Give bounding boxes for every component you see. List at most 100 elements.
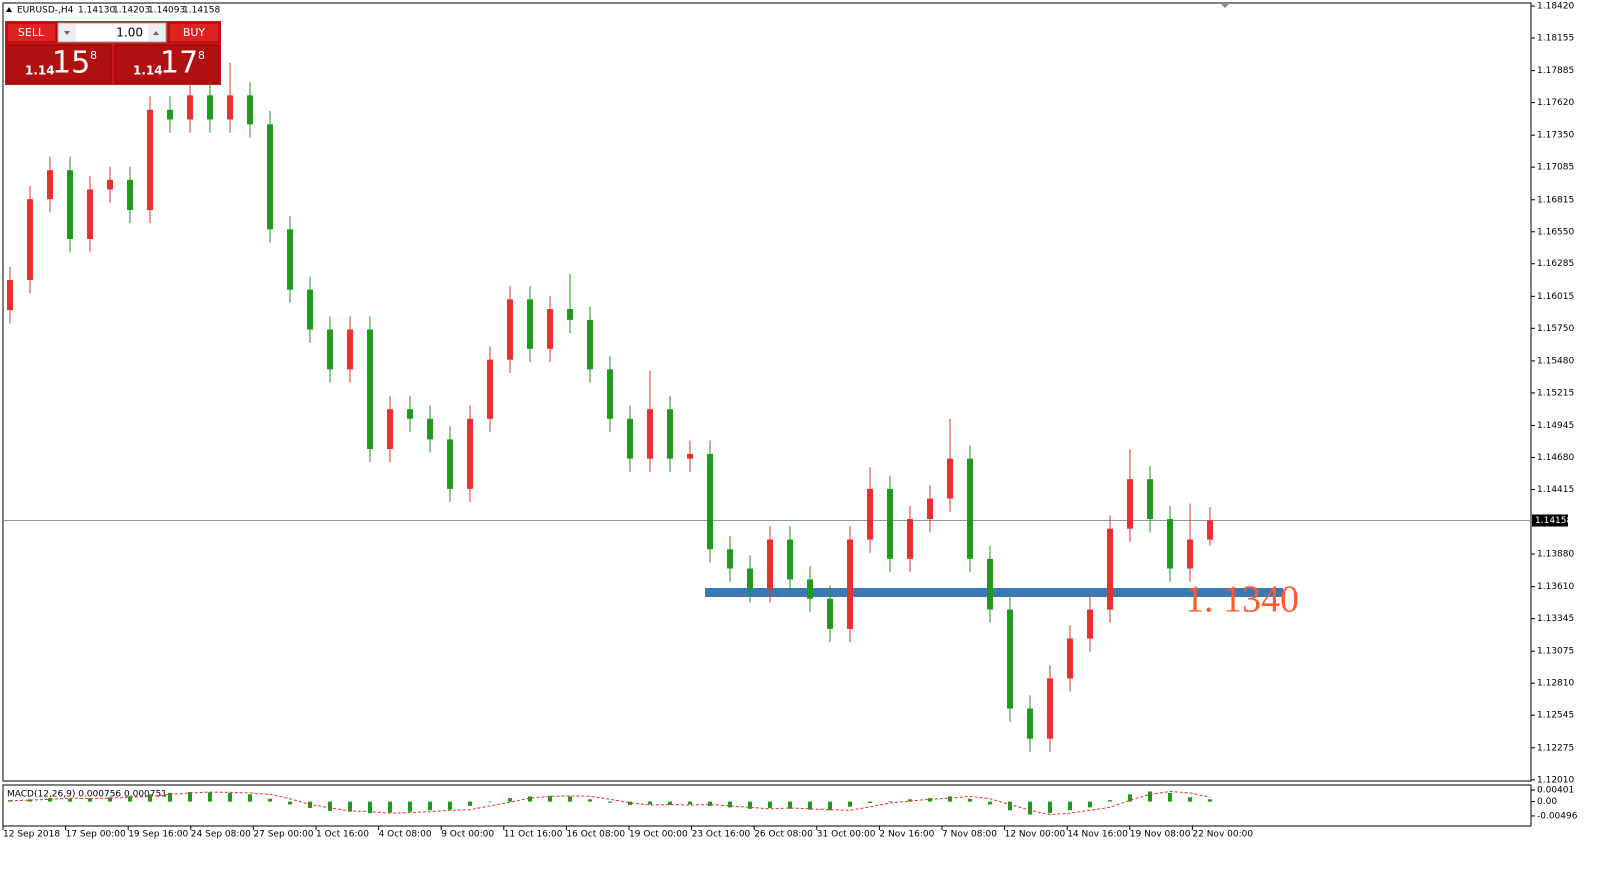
buy-button[interactable] (168, 22, 220, 43)
candle-body (307, 289, 313, 330)
x-tick-label: 9 Oct 00:00 (441, 830, 494, 840)
price-marker (1532, 514, 1568, 527)
macd-tick-label: 0.00 (1537, 797, 1557, 807)
macd-tick-label: 0.00401 (1537, 786, 1574, 796)
y-tick-label: 1.12545 (1537, 711, 1574, 721)
macd-bar (208, 792, 212, 802)
ask-box[interactable] (114, 44, 220, 84)
macd-bar (1028, 801, 1032, 815)
up-arrow (153, 31, 159, 35)
macd-bar (148, 794, 152, 802)
macd-bar (1048, 801, 1052, 814)
x-tick-label: 11 Oct 16:00 (504, 830, 563, 840)
macd-bar (228, 792, 232, 802)
candle-body (367, 329, 373, 450)
candle-body (527, 299, 533, 349)
y-tick-label: 1.16015 (1537, 292, 1574, 302)
candle-body (67, 170, 73, 239)
bid-box[interactable] (6, 44, 112, 84)
candle-body (1127, 479, 1133, 529)
y-tick-label: 1.15215 (1537, 388, 1574, 398)
macd-bar (128, 796, 132, 802)
candle-body (1167, 519, 1173, 569)
support-label: 1. 1340 (1185, 579, 1299, 621)
candle-body (87, 189, 93, 239)
candle-body (987, 558, 993, 610)
candle-body (747, 568, 753, 590)
x-tick-label: 1 Oct 16:00 (316, 830, 369, 840)
candle-body (1187, 539, 1193, 569)
macd-bar (608, 801, 612, 803)
shift-marker (1220, 3, 1230, 8)
candle-body (707, 453, 713, 550)
candle-body (7, 280, 13, 311)
macd-bar (788, 801, 792, 809)
x-tick-label: 19 Oct 00:00 (629, 830, 688, 840)
macd-bar (1108, 800, 1112, 802)
candle-body (47, 170, 53, 200)
candle-body (147, 109, 153, 211)
macd-bar (68, 798, 72, 802)
x-tick-label: 19 Nov 08:00 (1130, 830, 1191, 840)
y-tick-label: 1.17350 (1537, 131, 1574, 141)
support-band (705, 588, 1283, 597)
lot-input[interactable] (57, 22, 167, 43)
high-price: 1.14203 (113, 6, 150, 16)
sell-button[interactable] (6, 22, 57, 43)
y-tick-label: 1.13345 (1537, 614, 1574, 624)
macd-tick-label: -0.00496 (1537, 811, 1578, 821)
candle-body (687, 453, 693, 459)
bid-pips: 15 (52, 46, 90, 81)
candle-body (467, 418, 473, 489)
candle-body (967, 458, 973, 559)
candle-body (887, 488, 893, 559)
y-tick-label: 1.17885 (1537, 66, 1574, 76)
macd-bar (1008, 801, 1012, 811)
candle-body (947, 458, 953, 499)
candle-body (1107, 528, 1113, 610)
x-tick-label: 31 Oct 00:00 (817, 830, 876, 840)
candle-body (127, 179, 133, 211)
macd-bar (588, 799, 592, 802)
candle-body (607, 369, 613, 419)
macd-bar (948, 796, 952, 802)
macd-bar (488, 801, 492, 803)
macd-bar (1168, 792, 1172, 802)
candle-body (507, 299, 513, 360)
y-tick-label: 1.12275 (1537, 743, 1574, 753)
macd-bar (1148, 791, 1152, 802)
y-tick-label: 1.17085 (1537, 163, 1574, 173)
candle-body (767, 539, 773, 590)
macd-bar (888, 801, 892, 802)
macd-bar (928, 798, 932, 802)
macd-bar (908, 799, 912, 802)
y-tick-label: 1.13880 (1537, 550, 1574, 560)
macd-bar (88, 798, 92, 802)
macd-bar (408, 801, 412, 812)
y-tick-label: 1.13610 (1537, 582, 1574, 592)
macd-panel (2, 784, 1532, 827)
macd-bar (548, 795, 552, 802)
candle-body (187, 95, 193, 120)
macd-bar (848, 801, 852, 807)
candle-body (387, 409, 393, 450)
macd-bar (328, 801, 332, 811)
macd-bar (708, 801, 712, 806)
macd-bar (28, 799, 32, 802)
macd-bar (348, 801, 352, 812)
macd-bar (808, 801, 812, 810)
y-tick-label: 1.13075 (1537, 647, 1574, 657)
macd-bar (1208, 799, 1212, 802)
macd-bar (1088, 801, 1092, 808)
macd-bar (1068, 801, 1072, 811)
y-tick-label: 1.12810 (1537, 679, 1574, 689)
candle-body (567, 309, 573, 320)
candle-body (1047, 678, 1053, 739)
macd-bar (288, 801, 292, 805)
candle-body (27, 199, 33, 281)
candle-body (1207, 520, 1213, 540)
candle-body (847, 539, 853, 629)
macd-bar (468, 801, 472, 806)
